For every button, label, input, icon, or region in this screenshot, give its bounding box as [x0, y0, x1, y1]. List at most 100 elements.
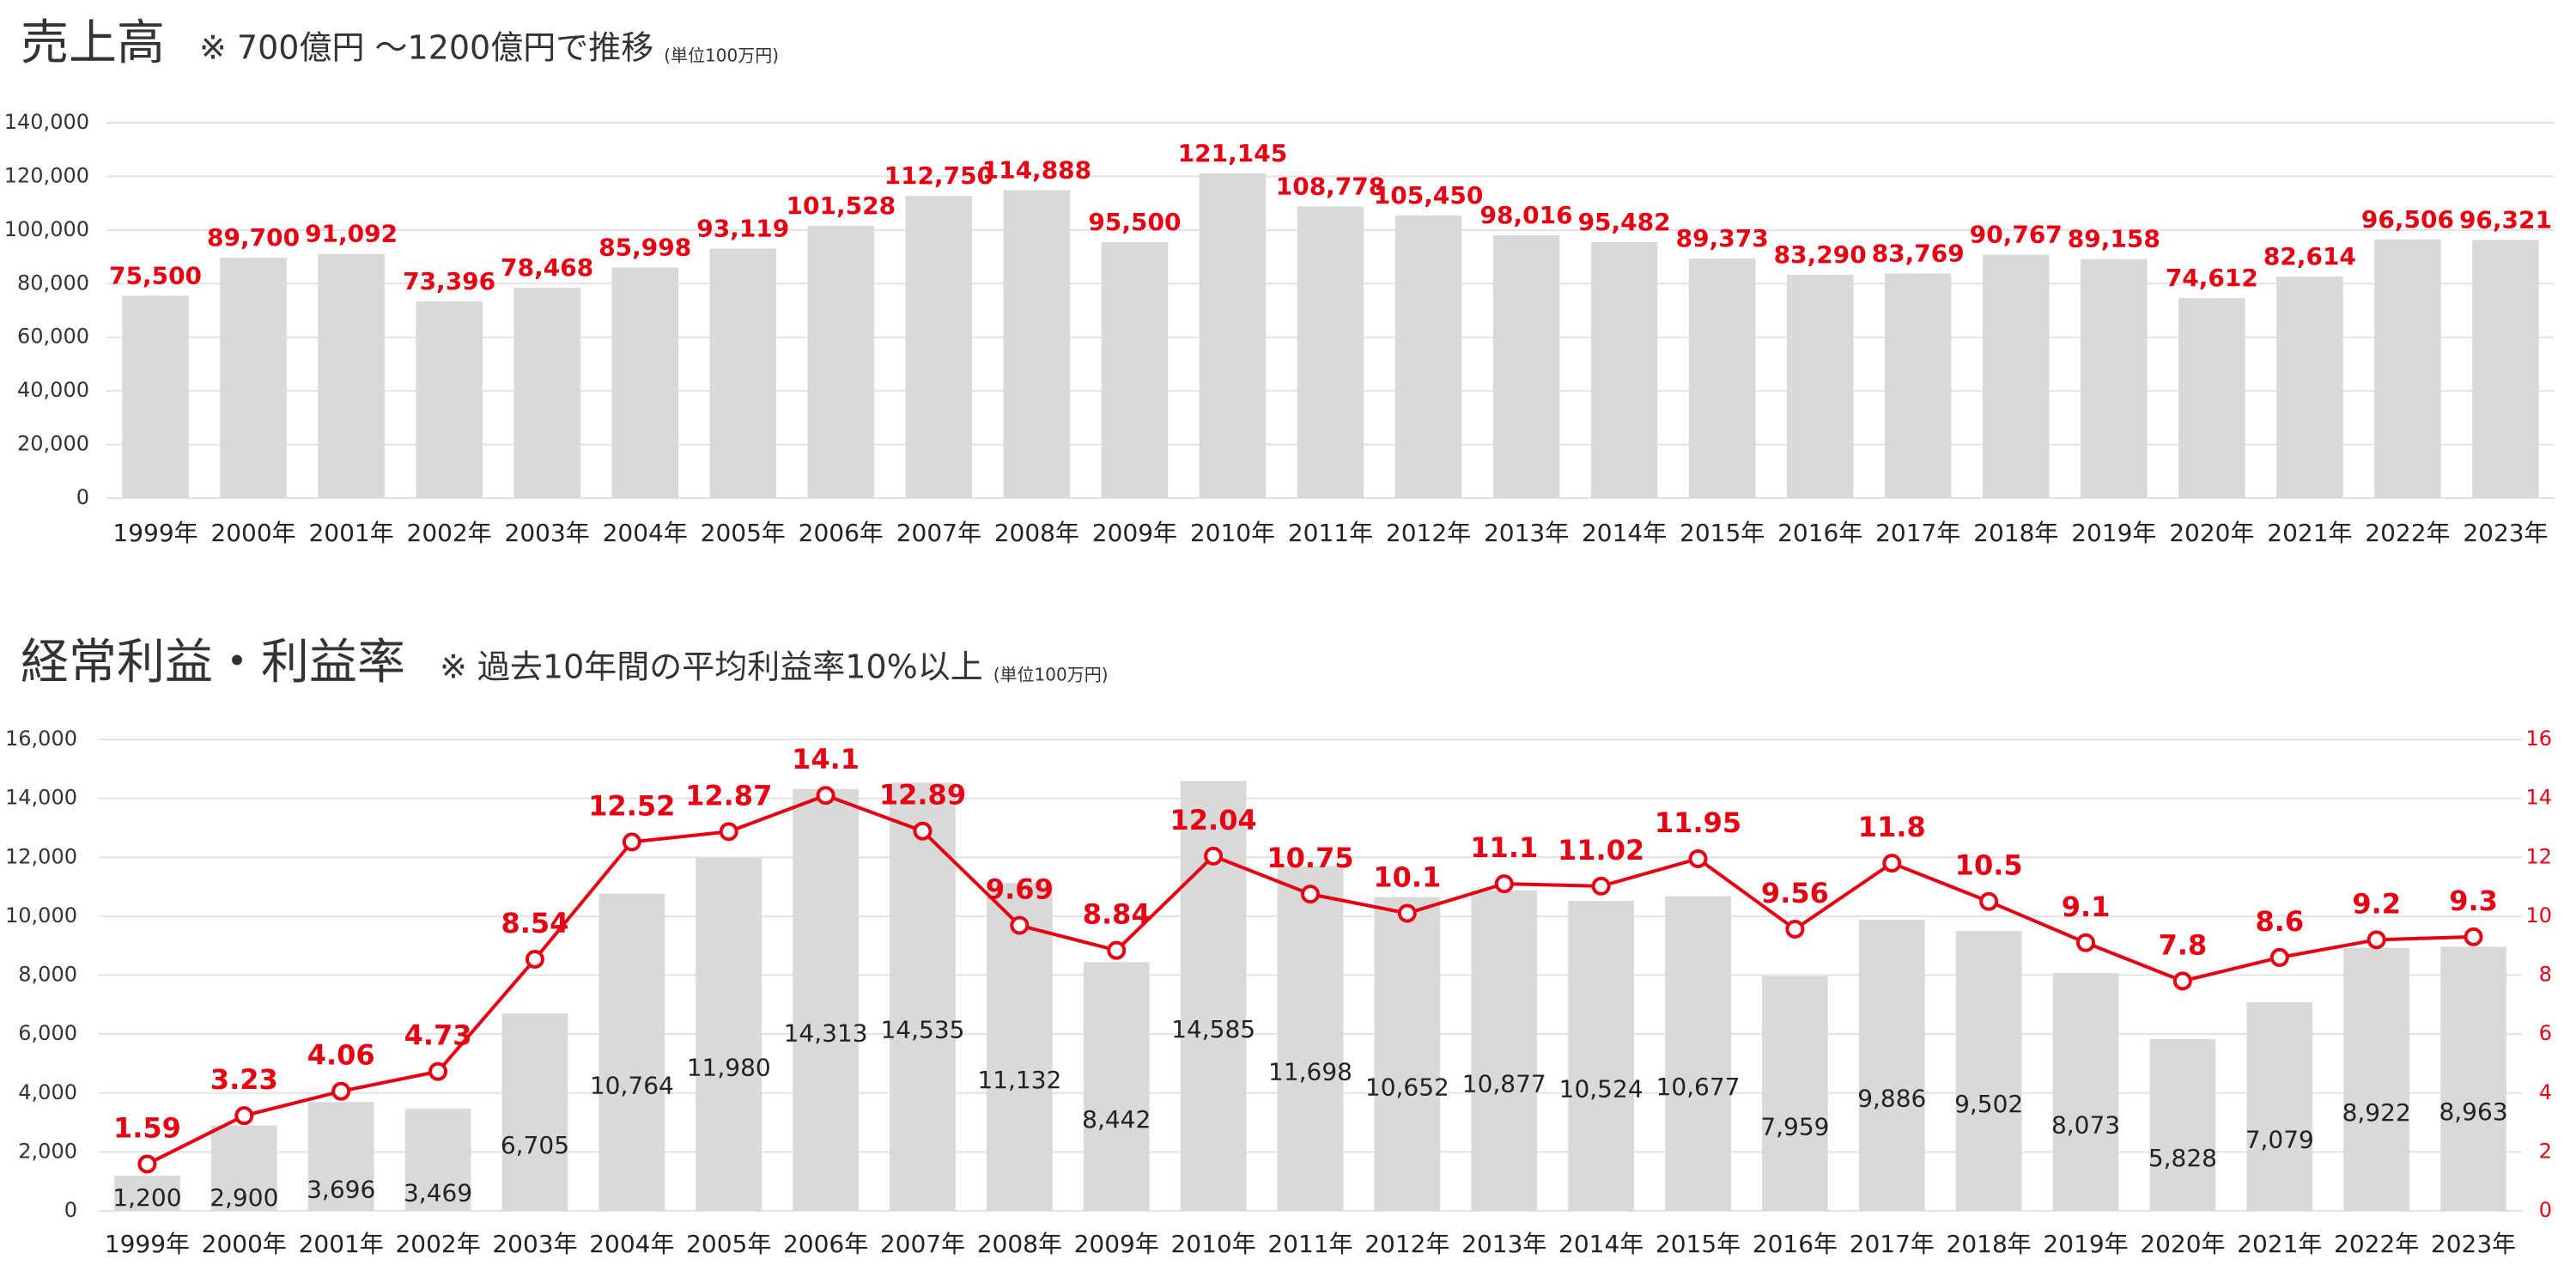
value-label: 10,764 — [590, 1071, 674, 1099]
x-tick-label: 2004年 — [589, 1230, 674, 1258]
point — [525, 949, 544, 969]
bar — [2440, 946, 2506, 1211]
y-tick-label: 14,000 — [5, 786, 77, 810]
x-tick-label: 2010年 — [1190, 519, 1275, 547]
value-label: 4.06 — [307, 1039, 375, 1072]
bar — [2246, 1002, 2313, 1211]
bar — [2052, 972, 2119, 1211]
value-label: 11,132 — [977, 1066, 1061, 1094]
bar — [416, 301, 483, 498]
value-label: 14,585 — [1171, 1015, 1255, 1043]
x-tick-label: 2014年 — [1558, 1230, 1643, 1258]
y-tick-label: 20,000 — [17, 432, 89, 456]
y2-tick-label: 14 — [2525, 786, 2552, 810]
bar — [1955, 930, 2022, 1211]
x-tick-label: 2007年 — [880, 1230, 965, 1258]
y2-tick-label: 12 — [2525, 844, 2552, 868]
bar — [1983, 254, 2050, 498]
value-label: 108,778 — [1276, 172, 1386, 200]
value-label: 89,158 — [2068, 225, 2160, 253]
x-tick-label: 2005年 — [701, 519, 786, 547]
y2-tick-label: 2 — [2539, 1139, 2552, 1163]
value-label: 11.95 — [1655, 806, 1741, 839]
value-label: 9.56 — [1761, 877, 1829, 909]
bar — [220, 258, 287, 498]
x-tick-label: 2009年 — [1092, 519, 1177, 547]
chart-subtitle: ※ 700億円 〜1200億円で推移 — [199, 29, 653, 67]
value-label: 1.59 — [113, 1111, 181, 1144]
x-tick-label: 2022年 — [2365, 519, 2450, 547]
x-tick-label: 2010年 — [1170, 1230, 1255, 1258]
bar — [1762, 976, 1828, 1211]
y2-tick-label: 8 — [2539, 963, 2552, 987]
bar — [1297, 206, 1364, 498]
point — [816, 786, 835, 806]
y-tick-label: 140,000 — [4, 110, 89, 134]
point — [1688, 848, 1708, 868]
point — [1494, 874, 1514, 894]
value-label: 12.87 — [685, 779, 772, 812]
bar — [2276, 277, 2343, 498]
x-tick-label: 2014年 — [1582, 519, 1667, 547]
value-label: 14,535 — [880, 1016, 964, 1044]
x-tick-label: 2012年 — [1386, 519, 1471, 547]
value-label: 74,612 — [2166, 264, 2258, 292]
bar — [513, 288, 580, 498]
value-label: 91,092 — [305, 220, 398, 248]
bar — [2149, 1039, 2216, 1211]
bar — [2081, 258, 2148, 498]
bar — [1665, 896, 1731, 1211]
bar — [2178, 298, 2245, 498]
y2-tick-label: 16 — [2525, 727, 2552, 751]
value-label: 11.02 — [1558, 834, 1644, 867]
point — [1785, 919, 1805, 939]
value-label: 1,200 — [112, 1183, 181, 1212]
x-tick-label: 2017年 — [1875, 519, 1960, 547]
value-label: 12.52 — [588, 789, 675, 822]
point — [622, 832, 641, 852]
bar — [1180, 781, 1247, 1211]
bar — [807, 226, 875, 498]
bar — [1199, 173, 1267, 498]
bar — [2343, 947, 2410, 1211]
y-tick-label: 60,000 — [17, 325, 89, 349]
x-tick-label: 2002年 — [407, 519, 492, 547]
value-label: 78,468 — [501, 253, 593, 282]
bar — [1568, 900, 1635, 1211]
value-label: 93,119 — [696, 214, 789, 242]
bar — [307, 1102, 374, 1211]
value-label: 11,698 — [1268, 1057, 1352, 1085]
value-label: 83,290 — [1774, 240, 1867, 269]
value-label: 10,652 — [1365, 1073, 1449, 1101]
bar — [1884, 273, 1952, 498]
value-label: 8.6 — [2255, 905, 2304, 938]
value-label: 11.1 — [1470, 831, 1538, 864]
value-label: 12.89 — [879, 779, 966, 812]
value-label: 7,959 — [1760, 1112, 1829, 1140]
bar — [709, 248, 777, 498]
x-tick-label: 2003年 — [492, 1230, 577, 1258]
value-label: 10,524 — [1559, 1074, 1643, 1103]
x-tick-label: 2020年 — [2169, 519, 2254, 547]
value-label: 82,614 — [2263, 242, 2356, 271]
bar — [696, 857, 762, 1211]
value-label: 9.69 — [986, 873, 1054, 906]
bar — [1277, 866, 1344, 1211]
unit-note: (単位100万円) — [993, 665, 1109, 685]
bar — [1471, 890, 1538, 1211]
point — [1979, 891, 1999, 911]
point — [137, 1154, 157, 1174]
value-label: 95,482 — [1578, 208, 1671, 236]
value-label: 3.23 — [210, 1063, 278, 1096]
bar — [1688, 258, 1756, 498]
value-label: 8,442 — [1082, 1105, 1151, 1134]
x-tick-label: 2018年 — [1947, 1230, 2032, 1258]
point — [1010, 915, 1030, 935]
unit-note: (単位100万円) — [664, 46, 779, 66]
bar — [905, 196, 973, 498]
y-tick-label: 120,000 — [4, 163, 89, 187]
bar — [986, 883, 1053, 1211]
x-tick-label: 2023年 — [2463, 519, 2548, 547]
y-tick-label: 10,000 — [5, 903, 77, 927]
x-tick-label: 2002年 — [395, 1230, 480, 1258]
